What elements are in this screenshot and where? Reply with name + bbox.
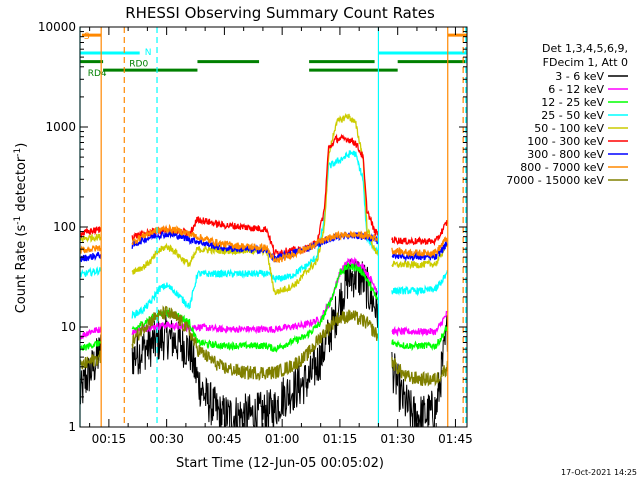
- legend-label: 6 - 12 keV: [548, 83, 604, 96]
- flags-layer: S N RD0 RD4: [80, 32, 467, 79]
- x-tick-label: 01:15: [323, 432, 358, 446]
- legend-label: 25 - 50 keV: [541, 109, 604, 122]
- y-axis-label-mid: detector: [14, 156, 29, 216]
- x-tick-label: 01:45: [438, 432, 473, 446]
- series-path-4: [80, 112, 449, 296]
- legend-header-detectors: Det 1,3,4,5,6,9,: [542, 42, 628, 55]
- y-tick-label: 1: [68, 420, 76, 434]
- series-path-8: [80, 305, 449, 387]
- legend-label: 300 - 800 keV: [527, 148, 604, 161]
- plot-background: [80, 27, 467, 427]
- legend-header-decimation: FDecim 1, Att 0: [543, 56, 628, 69]
- series-7000-15000keV-line: [80, 305, 449, 387]
- y-tick-label: 10000: [38, 20, 76, 34]
- y-axis-label-sup1: -1: [13, 216, 23, 225]
- legend-label: 12 - 25 keV: [541, 96, 604, 109]
- y-axis-label-sup2: -1: [13, 148, 23, 157]
- flag-label-n: N: [145, 48, 152, 58]
- y-axis-label: Count Rate (s-1 detector-1): [13, 143, 29, 314]
- x-tick-label: 00:30: [149, 432, 184, 446]
- legend-label: 3 - 6 keV: [555, 70, 604, 83]
- y-tick-label: 1000: [45, 120, 76, 134]
- chart-title: RHESSI Observing Summary Count Rates: [125, 4, 435, 22]
- legend: Det 1,3,4,5,6,9, FDecim 1, Att 0 3 - 6 k…: [506, 42, 628, 187]
- series-50-100keV-line: [80, 112, 449, 296]
- x-tick-label: 00:45: [207, 432, 242, 446]
- footer-date: 17-Oct-2021 14:25: [561, 468, 637, 477]
- series-layer: [80, 112, 449, 427]
- legend-label: 7000 - 15000 keV: [506, 174, 604, 187]
- x-tick-label: 00:15: [92, 432, 127, 446]
- axes: 1 10 100 1000 10000 00:15 00:30 00:45 01:00 01:15…: [38, 20, 473, 446]
- legend-label: 50 - 100 keV: [534, 122, 604, 135]
- flag-label-rd4: RD4: [88, 69, 107, 79]
- x-tick-label: 01:00: [265, 432, 300, 446]
- series-25-50keV-line: [80, 149, 449, 319]
- y-tick-label: 10: [61, 320, 76, 334]
- flag-label-s: S: [84, 32, 90, 42]
- y-tick-label: 100: [53, 220, 76, 234]
- y-axis-label-main: Count Rate (s: [14, 225, 29, 314]
- flag-label-rd0: RD0: [129, 60, 148, 70]
- legend-label: 100 - 300 keV: [527, 135, 604, 148]
- x-tick-label: 01:30: [380, 432, 415, 446]
- legend-label: 800 - 7000 keV: [520, 161, 604, 174]
- plot-area: [80, 27, 467, 427]
- y-axis-label-end: ): [14, 143, 29, 148]
- series-path-3: [80, 149, 449, 319]
- x-axis-label: Start Time (12-Jun-05 00:05:02): [176, 456, 384, 471]
